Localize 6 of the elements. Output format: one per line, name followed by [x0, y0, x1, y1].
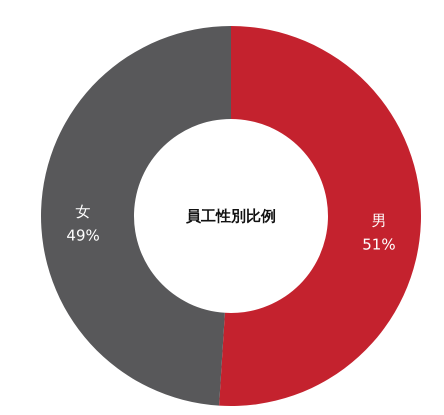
slice-label: 男 [371, 212, 386, 230]
data-label: 49% [66, 226, 100, 244]
text: 員工性別比例 [185, 207, 276, 225]
data-label: 51% [362, 236, 396, 254]
donut-slice [41, 26, 231, 406]
slice-label: 女 [76, 202, 91, 220]
